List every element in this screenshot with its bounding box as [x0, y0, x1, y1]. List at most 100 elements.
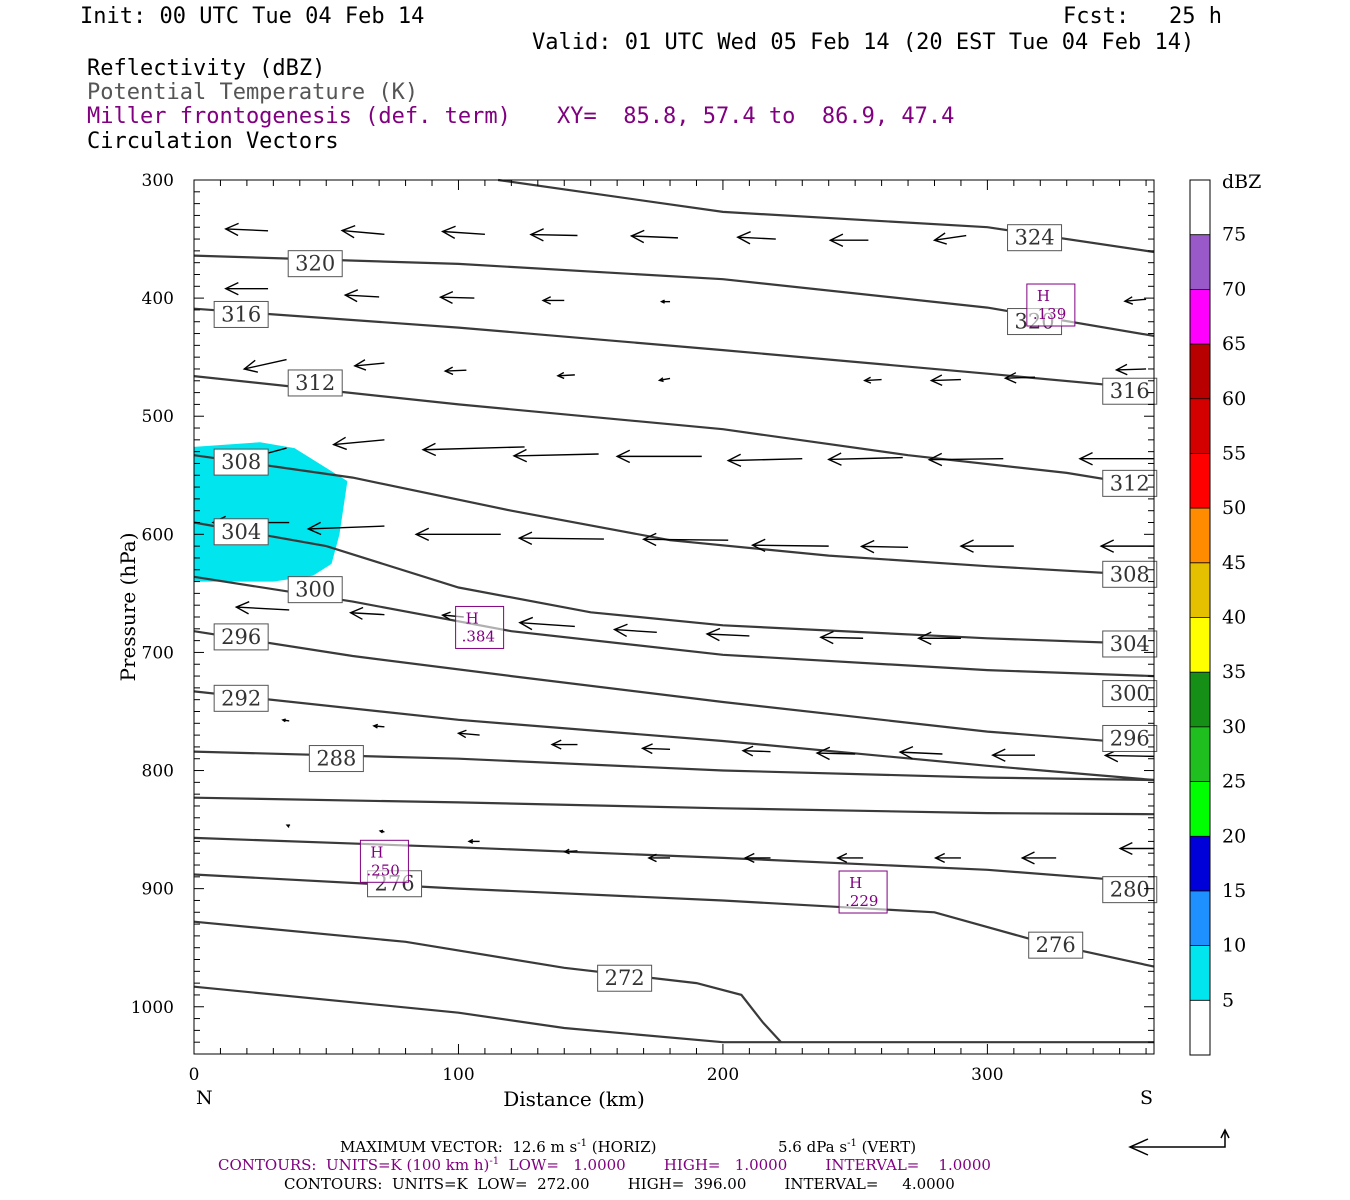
- colorbar-segment: [1190, 836, 1210, 891]
- colorbar-label: 20: [1222, 825, 1246, 847]
- circulation-vector: [333, 439, 385, 446]
- circulation-vector: [642, 747, 671, 750]
- colorbar-segment: [1190, 1000, 1210, 1055]
- colorbar-label: 25: [1222, 771, 1246, 793]
- y-tick-label: 700: [142, 643, 174, 663]
- y-axis-label: Pressure (hPa): [116, 533, 140, 682]
- contour-label: 272: [605, 966, 645, 990]
- contour-label: 296: [1110, 726, 1150, 750]
- colorbar-segment: [1190, 453, 1210, 509]
- circulation-vector: [440, 296, 475, 299]
- circulation-vector: [557, 374, 575, 377]
- x-tick-label: 300: [971, 1065, 1003, 1085]
- field-potential-temperature: Potential Temperature (K): [87, 80, 419, 105]
- y-tick-label: 300: [142, 171, 174, 191]
- circulation-vector-head: [828, 233, 844, 247]
- circulation-vector: [929, 458, 1004, 461]
- colorbar-label: 50: [1222, 497, 1246, 519]
- circulation-vector-head: [750, 538, 766, 553]
- circulation-vector-head: [563, 848, 570, 855]
- circulation-vector-head: [615, 449, 631, 464]
- circulation-vector-head: [1078, 452, 1093, 466]
- circulation-vector-head: [659, 299, 665, 304]
- circulation-vector: [931, 378, 961, 382]
- contour-label: 316: [221, 302, 261, 326]
- contour-label-box: [1102, 876, 1158, 904]
- circulation-vector: [743, 749, 771, 753]
- circulation-vector: [820, 636, 864, 639]
- colorbar-segment: [1190, 508, 1210, 563]
- circulation-vector-head: [929, 374, 943, 387]
- circulation-vector-head: [242, 359, 259, 373]
- circulation-vector: [519, 537, 604, 540]
- x-tick-label: 100: [442, 1065, 474, 1085]
- colorbar-label: 55: [1222, 442, 1246, 464]
- circulation-vector-head: [378, 829, 384, 834]
- contour-label-box: [1028, 931, 1084, 959]
- circulation-vector: [900, 751, 943, 755]
- circulation-vector: [1105, 754, 1155, 758]
- colorbar-label: 70: [1222, 278, 1246, 300]
- circulation-vector-head: [518, 616, 534, 631]
- circulation-vector-head: [1099, 539, 1115, 553]
- contour-label: 276: [1036, 933, 1076, 957]
- colorbar-label: 35: [1222, 661, 1246, 683]
- forecast-hour: Fcst: 25 h: [1063, 4, 1222, 29]
- colorbar-segment: [1190, 726, 1210, 782]
- reflectivity-5dbz-area: [194, 442, 348, 582]
- reference-vector-head-h: [1128, 1138, 1149, 1156]
- circulation-vector-head: [640, 743, 653, 755]
- circulation-vector-head: [741, 745, 754, 757]
- circulation-vector: [817, 752, 856, 755]
- circulation-vector-head: [932, 232, 947, 245]
- theta-contour-296: [193, 630, 1155, 746]
- circulation-vector-head: [1114, 363, 1128, 376]
- circulation-vector-head: [414, 527, 430, 542]
- circulation-vector: [737, 236, 776, 240]
- frontogenesis-max-box: [455, 605, 505, 649]
- circulation-vector: [458, 732, 480, 736]
- colorbar-segment: [1190, 344, 1210, 399]
- circulation-vector: [707, 633, 750, 637]
- contour-label-box: [213, 684, 269, 712]
- frontogenesis-max-h: H: [849, 874, 862, 892]
- circulation-vector-head: [556, 371, 565, 380]
- colorbar-label: 75: [1222, 224, 1246, 246]
- y-tick-label: 800: [142, 762, 174, 782]
- theta-contour-280: [193, 836, 1155, 884]
- circulation-vector-head: [529, 228, 544, 242]
- contour-label-box: [213, 518, 269, 546]
- circulation-vector-head: [641, 532, 657, 547]
- y-tick-label: 1000: [131, 998, 174, 1018]
- theta-contour-284: [193, 796, 1155, 816]
- circulation-vector-head: [224, 281, 239, 296]
- circulation-vector-head: [467, 838, 474, 844]
- circulation-vector-head: [421, 442, 437, 457]
- valid-time: Valid: 01 UTC Wed 05 Feb 14 (20 EST Tue …: [532, 30, 1195, 55]
- frontogenesis-max-value: .229: [845, 892, 878, 910]
- colorbar-segment: [1190, 180, 1210, 235]
- colorbar-label: 60: [1222, 388, 1246, 410]
- colorbar-segment: [1190, 890, 1210, 946]
- circulation-vector: [519, 621, 575, 628]
- contour-label-box: [308, 745, 364, 773]
- circulation-vector-head: [927, 452, 943, 467]
- circulation-vector: [445, 369, 467, 372]
- circulation-vector: [861, 545, 909, 549]
- circulation-vector-head: [991, 748, 1006, 762]
- theta-contour-272: [193, 920, 782, 1043]
- circulation-vector-head: [726, 453, 742, 468]
- circulation-vector-head: [917, 631, 932, 645]
- circulation-vector: [423, 446, 525, 451]
- circulation-vector: [864, 378, 882, 382]
- contour-label: 308: [221, 450, 261, 474]
- circulation-vector: [350, 612, 385, 616]
- colorbar-label: 45: [1222, 552, 1246, 574]
- circulation-vector: [345, 294, 380, 298]
- circulation-vector: [442, 230, 485, 236]
- contour-label: 300: [295, 578, 335, 602]
- circulation-vector-head: [612, 623, 628, 638]
- circulation-vector: [934, 234, 967, 241]
- circulation-vector-head: [863, 376, 872, 384]
- colorbar-segment: [1190, 398, 1210, 454]
